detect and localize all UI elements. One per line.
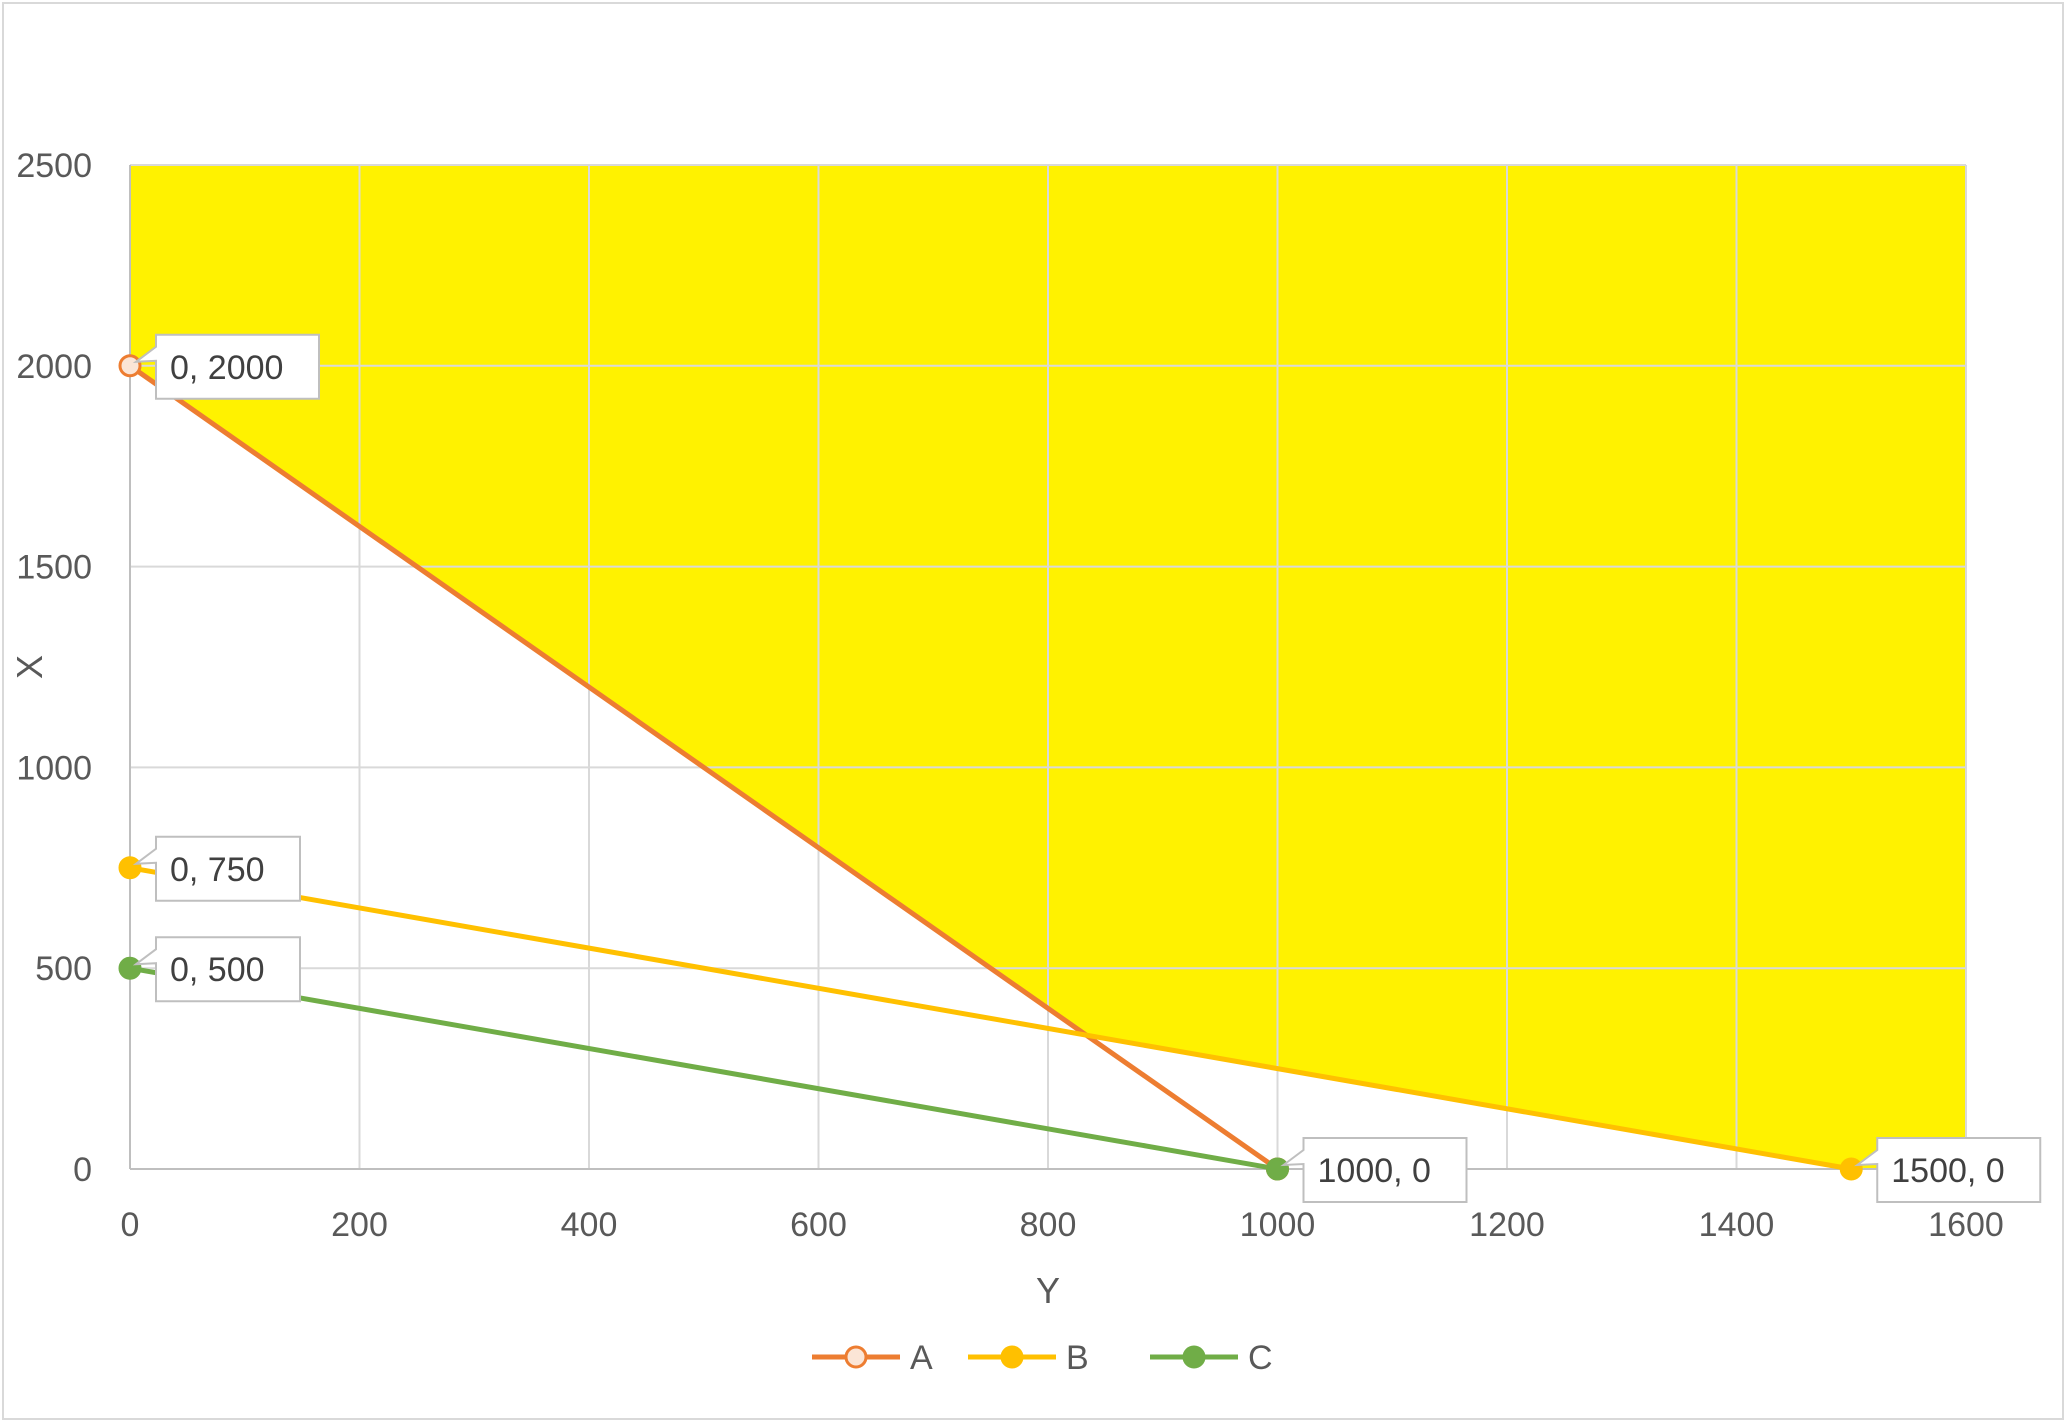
x-tick-label: 200 [331,1206,388,1244]
data-label-box [1854,1137,2042,1203]
legend-label-a: A [910,1339,933,1377]
data-label: 1500, 0 [1891,1152,2004,1190]
series-line-b [127,865,1854,1172]
data-label-box [132,936,301,1003]
y-axis-title: X [9,655,50,679]
x-tick-label: 400 [561,1206,618,1244]
y-tick-label: 2500 [16,147,92,185]
x-tick-label: 1200 [1469,1206,1545,1244]
data-label: 0, 500 [170,951,265,989]
x-tick-label: 1000 [1240,1206,1316,1244]
legend-marker-a [844,1345,868,1369]
data-point-c [118,956,142,980]
data-label: 0, 2000 [170,349,283,387]
data-point-c [1266,1157,1289,1181]
x-tick-label: 800 [1020,1206,1077,1244]
x-tick-label: 1400 [1699,1206,1775,1244]
x-axis-title: Y [1036,1270,1060,1311]
data-label: 1000, 0 [1318,1152,1431,1190]
y-tick-label: 1500 [16,549,92,587]
y-tick-label: 2000 [16,348,92,386]
data-point-b [118,856,142,880]
legend-label-c: C [1248,1339,1273,1377]
y-tick-label: 500 [35,950,92,988]
y-tick-label: 1000 [16,749,92,787]
legend-marker-c [1182,1345,1206,1369]
legend-marker-b [1000,1345,1024,1369]
y-tick-label: 0 [73,1151,92,1189]
data-label-box [132,333,320,400]
x-tick-label: 600 [790,1206,847,1244]
x-tick-label: 1600 [1928,1206,2004,1244]
data-point-a [118,354,142,378]
data-label-box [132,835,301,902]
legend-label-b: B [1066,1339,1089,1377]
x-tick-label: 0 [121,1206,140,1244]
data-point-b [1839,1157,1863,1181]
series-line-c [127,965,1280,1172]
data-label: 0, 750 [170,851,265,889]
data-label-box [1280,1137,1468,1203]
